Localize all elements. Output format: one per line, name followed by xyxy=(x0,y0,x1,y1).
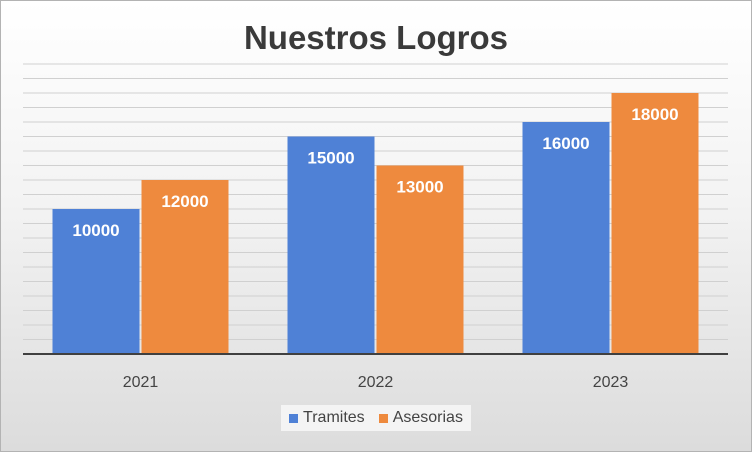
bar-tramites-2023 xyxy=(522,122,610,354)
bar-asesorias-2021 xyxy=(141,180,229,354)
bar-asesorias-2022 xyxy=(376,165,464,354)
legend-item-asesorias: Asesorias xyxy=(378,409,463,427)
legend-swatch-asesorias xyxy=(378,413,388,423)
legend-item-tramites: Tramites xyxy=(289,409,365,427)
data-label: 12000 xyxy=(161,192,208,211)
x-tick-label: 2023 xyxy=(593,374,629,391)
legend-label-asesorias: Asesorias xyxy=(392,409,463,426)
x-tick-label: 2022 xyxy=(358,374,394,391)
legend-box: Tramites Asesorias xyxy=(281,405,471,431)
legend-label-tramites: Tramites xyxy=(303,409,365,426)
chart-title: Nuestros Logros xyxy=(243,19,509,56)
x-tick-label: 2021 xyxy=(123,374,159,391)
bar-tramites-2021 xyxy=(52,209,140,354)
legend-swatch-tramites xyxy=(289,413,299,423)
legend: Tramites Asesorias xyxy=(1,405,751,431)
data-label: 16000 xyxy=(542,134,589,153)
data-label: 13000 xyxy=(396,178,443,197)
bar-asesorias-2023 xyxy=(611,93,699,354)
data-label: 15000 xyxy=(307,149,354,168)
data-label: 18000 xyxy=(631,105,678,124)
bar-tramites-2022 xyxy=(287,136,375,354)
data-label: 10000 xyxy=(72,221,119,240)
